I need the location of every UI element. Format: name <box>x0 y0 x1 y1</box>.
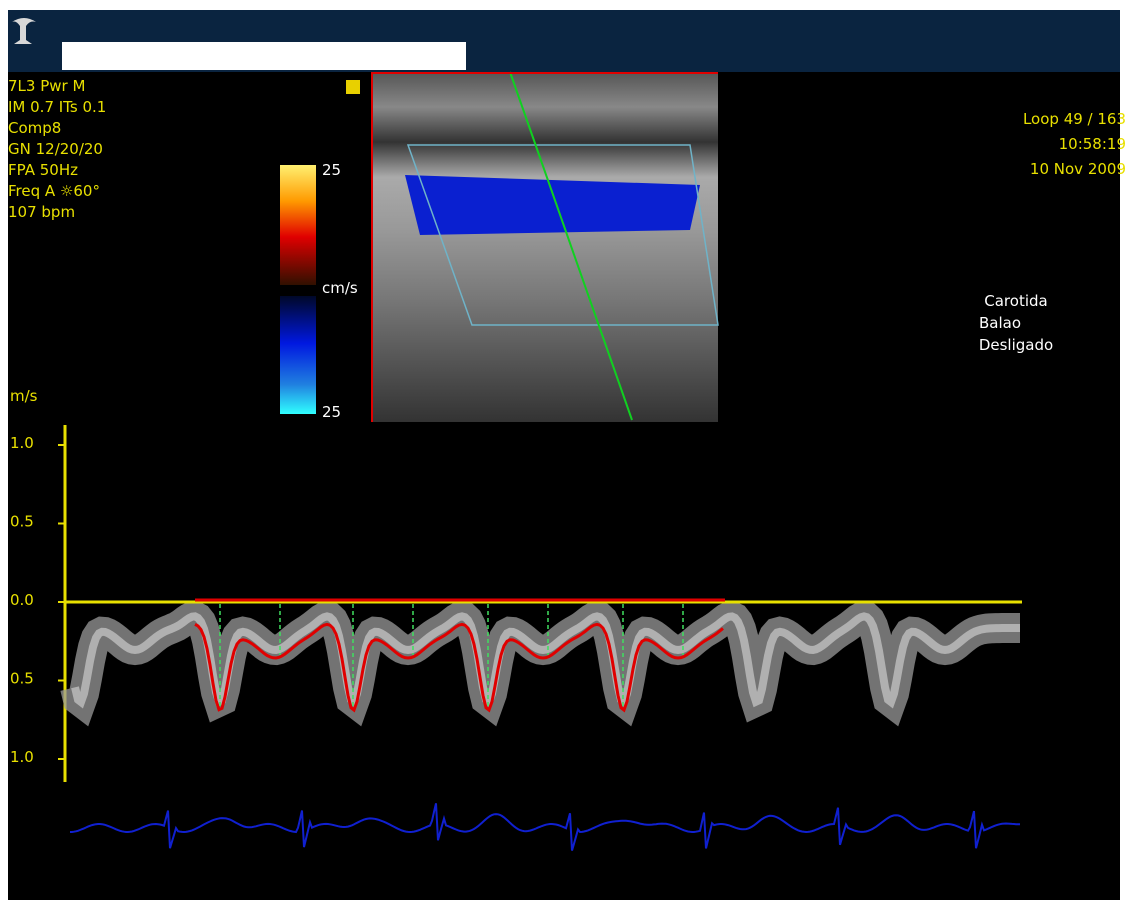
ultrasound-image <box>346 72 718 422</box>
y-tick-label: 0.5 <box>10 670 34 688</box>
screen: 25 cm/s 25 7L3 Pwr M IM 0.7 ITs 0.1 Comp8 G… <box>0 0 1128 900</box>
page: 25 cm/s 25 7L3 Pwr M IM 0.7 ITs 0.1 Comp8 G… <box>0 0 1128 900</box>
redacted-field <box>62 42 466 70</box>
color-bar-top: 25 <box>322 161 341 179</box>
y-tick-label: 1.0 <box>10 748 34 766</box>
color-bar-positive <box>280 165 316 285</box>
setting-line: 107 bpm <box>8 203 75 221</box>
setting-line: IM 0.7 ITs 0.1 <box>8 98 106 116</box>
status-line: 10:58:19 <box>1059 135 1126 153</box>
color-bar-negative <box>280 296 316 414</box>
y-tick-label: 0.0 <box>10 591 34 609</box>
annotation-line: Balao <box>979 314 1021 332</box>
annotation-line: Carotida <box>984 292 1047 310</box>
setting-line: Comp8 <box>8 119 61 137</box>
setting-line: FPA 50Hz <box>8 161 78 179</box>
spectral-unit: m/s <box>10 387 38 405</box>
setting-line: 7L3 Pwr M <box>8 77 85 95</box>
status-line: Loop 49 / 163 <box>1023 110 1126 128</box>
status-line: 10 Nov 2009 <box>1030 160 1126 178</box>
annotation-line: Desligado <box>979 336 1053 354</box>
y-tick-label: 0.5 <box>10 513 34 531</box>
color-bar-bottom: 25 <box>322 403 341 421</box>
color-bar-unit: cm/s <box>322 279 358 297</box>
setting-line: Freq A ☼60° <box>8 182 100 200</box>
setting-line: GN 12/20/20 <box>8 140 103 158</box>
y-tick-label: 1.0 <box>10 434 34 452</box>
